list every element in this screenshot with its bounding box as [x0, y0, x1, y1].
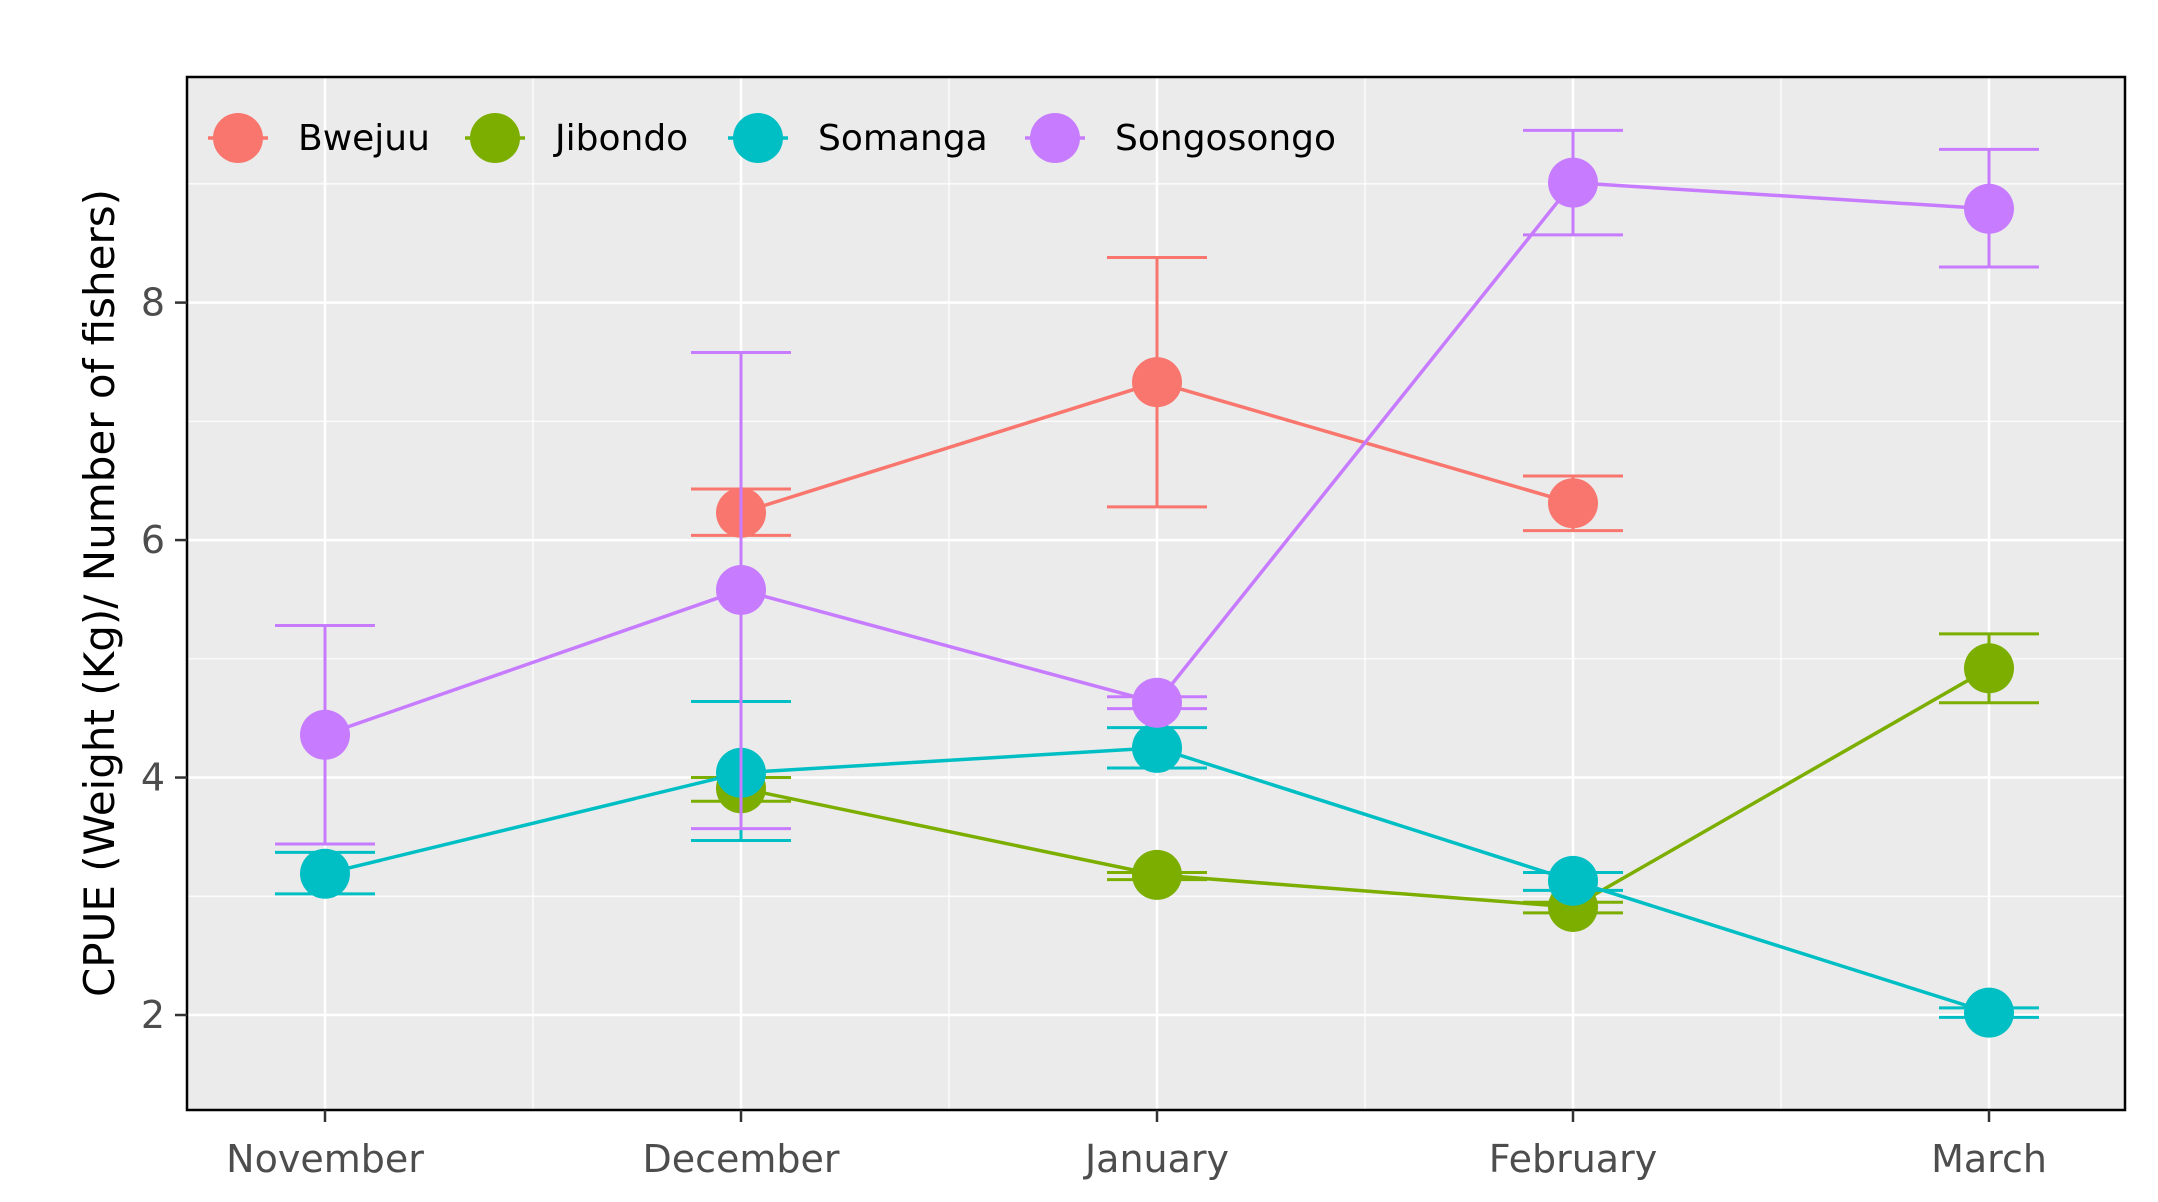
legend-key-point [1030, 113, 1080, 163]
series-songosongo [275, 128, 2039, 846]
legend-item-bwejuu: Bwejuu [208, 113, 430, 163]
axis-ticks [175, 301, 1991, 1122]
data-point [1548, 157, 1598, 208]
legend-item-jibondo: Jibondo [465, 113, 688, 163]
series-line-segment [1155, 181, 1575, 704]
legend-key-point [470, 113, 520, 163]
y-tick-label: 6 [141, 518, 165, 562]
series-line-segment [1156, 746, 1574, 883]
legend: Bwejuu Jibondo Somanga Songosongo [208, 113, 1336, 163]
series-somanga [275, 700, 2039, 1038]
data-point [300, 709, 350, 760]
series-line-segment [740, 588, 1158, 705]
legend-item-somanga: Somanga [728, 113, 988, 163]
series-line-segment [1572, 180, 1990, 211]
data-point [1548, 855, 1598, 906]
data-point [1132, 849, 1182, 900]
data-point [1132, 357, 1182, 408]
data-point [716, 564, 766, 615]
legend-key-point [733, 113, 783, 163]
legend-label: Jibondo [553, 118, 688, 159]
y-tick-label: 8 [141, 281, 165, 325]
y-tick-label: 2 [141, 993, 165, 1037]
series-jibondo [691, 632, 2039, 932]
series-line-segment [1572, 666, 1990, 909]
x-tick-label: November [226, 1137, 424, 1181]
legend-item-songosongo: Songosongo [1025, 113, 1336, 163]
legend-label: Songosongo [1115, 118, 1336, 159]
series-line-segment [740, 380, 1158, 515]
series-line-segment [1156, 873, 1574, 909]
series-line-segment [1572, 879, 1990, 1015]
legend-label: Somanga [818, 118, 988, 159]
series-line-segment [740, 746, 1158, 775]
series-line-segment [740, 786, 1158, 877]
series-layer [275, 128, 2039, 1038]
series-line-segment [324, 771, 742, 876]
data-point [1964, 987, 2014, 1038]
data-point [1548, 478, 1598, 529]
x-tick-label: March [1931, 1137, 2047, 1181]
x-tick-label: December [642, 1137, 839, 1181]
data-point [1132, 677, 1182, 728]
y-tick-label: 4 [141, 756, 165, 800]
tick-labels: November December January February March 2 4 6 8 [141, 281, 2047, 1181]
data-point [1964, 643, 2014, 694]
x-tick-label: January [1083, 1137, 1229, 1181]
series-line-segment [324, 588, 742, 737]
legend-label: Bwejuu [298, 118, 430, 159]
data-point [300, 848, 350, 899]
y-axis-title: CPUE (Weight (Kg)/ Number of fishers) [75, 189, 124, 997]
legend-key-point [213, 113, 263, 163]
data-point [1964, 183, 2014, 234]
data-point [1132, 722, 1182, 773]
x-tick-label: February [1489, 1137, 1657, 1181]
